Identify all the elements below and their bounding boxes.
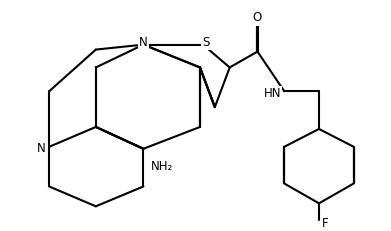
- Text: O: O: [253, 11, 262, 24]
- Text: NH₂: NH₂: [151, 160, 174, 173]
- Text: S: S: [202, 36, 210, 49]
- Text: N: N: [36, 142, 45, 155]
- Text: F: F: [322, 217, 328, 230]
- Text: N: N: [139, 36, 148, 49]
- Text: HN: HN: [264, 87, 281, 100]
